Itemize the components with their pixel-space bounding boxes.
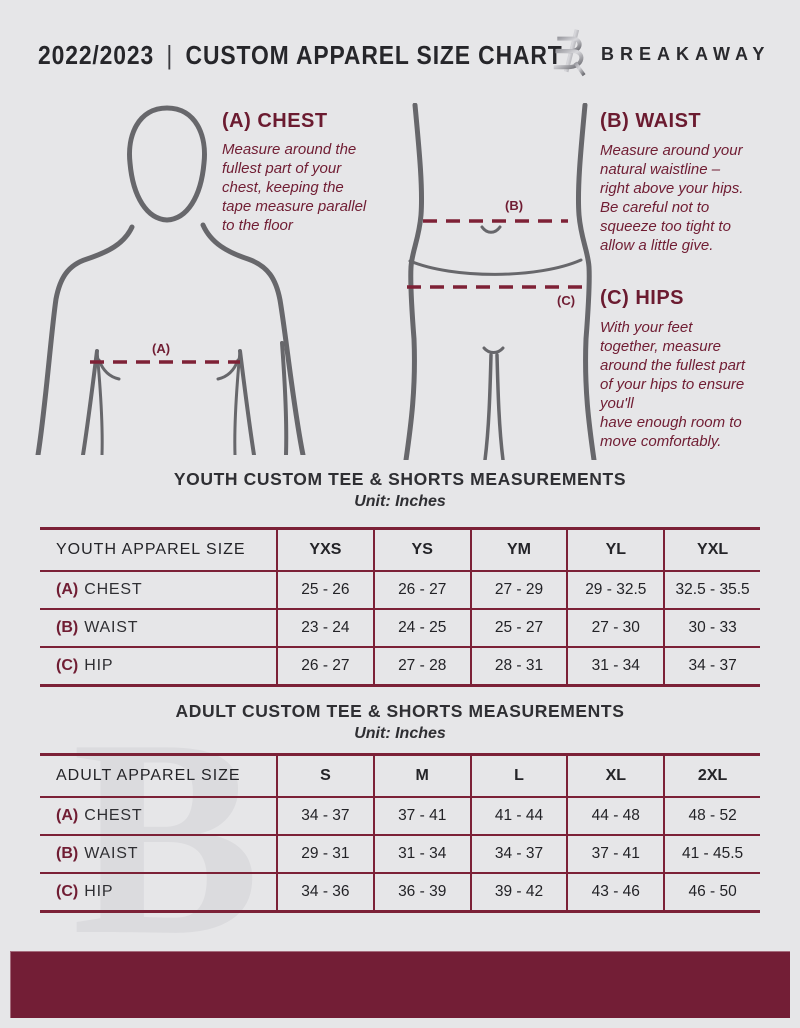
youth-header-ym: YM	[469, 530, 567, 570]
table-cell: 23 - 24	[276, 610, 373, 646]
youth-table-header-row: YOUTH APPAREL SIZE YXS YS YM YL YXL	[40, 530, 760, 570]
youth-waist-row: (B) WAIST 23 - 24 24 - 25 25 - 27 27 - 3…	[40, 608, 760, 646]
adult-chest-row-label: (A) CHEST	[40, 798, 276, 834]
chest-figure-illustration	[25, 103, 315, 460]
youth-header-yxl: YXL	[663, 530, 760, 570]
table-cell: 37 - 41	[372, 798, 470, 834]
waist-line-label: (B)	[505, 198, 524, 213]
youth-table-unit: Unit: Inches	[354, 493, 446, 510]
youth-header-size-label: YOUTH APPAREL SIZE	[56, 541, 246, 558]
table-cell: 28 - 31	[469, 648, 567, 684]
page-title: 2022/2023 | CUSTOM APPAREL SIZE CHART	[38, 40, 563, 71]
table-cell: 30 - 33	[663, 610, 760, 646]
table-cell: 44 - 48	[566, 798, 663, 834]
adult-header-m: M	[372, 756, 470, 796]
table-cell: 24 - 25	[372, 610, 470, 646]
table-cell: 27 - 30	[566, 610, 663, 646]
table-cell: 29 - 31	[276, 836, 373, 872]
table-cell: 27 - 29	[469, 572, 567, 608]
table-cell: 31 - 34	[372, 836, 470, 872]
table-cell: 26 - 27	[276, 648, 373, 684]
row-prefix: (A)	[56, 807, 79, 824]
adult-hip-row: (C) HIP 34 - 36 36 - 39 39 - 42 43 - 46 …	[40, 872, 760, 910]
brand-wordmark: BREAKAWAY	[601, 44, 771, 64]
adult-hip-row-label: (C) HIP	[40, 874, 276, 910]
table-cell: 29 - 32.5	[566, 572, 663, 608]
table-cell: 41 - 44	[469, 798, 567, 834]
row-prefix: (C)	[56, 657, 79, 674]
adult-chest-row: (A) CHEST 34 - 37 37 - 41 41 - 44 44 - 4…	[40, 796, 760, 834]
table-cell: 31 - 34	[566, 648, 663, 684]
youth-chest-row-label: (A) CHEST	[40, 572, 276, 608]
footer-accent-bar	[10, 951, 790, 1018]
waist-hips-figure-illustration	[398, 102, 603, 465]
row-label: WAIST	[84, 619, 139, 636]
chest-guide-description: Measure around the fullest part of your …	[222, 141, 367, 234]
hips-line-label: (C)	[557, 293, 576, 308]
table-cell: 34 - 37	[663, 648, 760, 684]
row-label: WAIST	[84, 845, 139, 862]
row-prefix: (C)	[56, 883, 79, 900]
page-title-separator: |	[166, 40, 174, 70]
table-cell: 26 - 27	[372, 572, 470, 608]
hips-guide-description: With your feet together, measure around …	[600, 319, 746, 450]
adult-size-table: ADULT APPAREL SIZE S M L XL 2XL (A) CHES…	[40, 753, 760, 913]
adult-waist-row: (B) WAIST 29 - 31 31 - 34 34 - 37 37 - 4…	[40, 834, 760, 872]
row-prefix: (A)	[56, 581, 79, 598]
table-cell: 27 - 28	[372, 648, 470, 684]
waist-guide-description: Measure around your natural waistline – …	[600, 142, 744, 254]
table-cell: 43 - 46	[566, 874, 663, 910]
row-prefix: (B)	[56, 619, 79, 636]
table-cell: 34 - 37	[469, 836, 567, 872]
row-label: CHEST	[84, 807, 143, 824]
page-title-year: 2022/2023	[38, 40, 155, 70]
youth-waist-row-label: (B) WAIST	[40, 610, 276, 646]
adult-header-2xl: 2XL	[663, 756, 760, 796]
table-cell: 36 - 39	[372, 874, 470, 910]
table-cell: 46 - 50	[663, 874, 760, 910]
adult-header-xl: XL	[566, 756, 663, 796]
adult-header-l: L	[469, 756, 567, 796]
youth-size-table: YOUTH APPAREL SIZE YXS YS YM YL YXL (A) …	[40, 527, 760, 687]
table-cell: 25 - 27	[469, 610, 567, 646]
chest-guide-heading: (A) CHEST	[222, 110, 328, 132]
adult-header-size-label: ADULT APPAREL SIZE	[56, 767, 241, 784]
breakaway-logo-icon	[543, 24, 593, 85]
table-cell: 32.5 - 35.5	[663, 572, 760, 608]
brand-watermark-letter: B	[72, 681, 261, 993]
adult-table-header-row: ADULT APPAREL SIZE S M L XL 2XL	[40, 756, 760, 796]
table-cell: 25 - 26	[276, 572, 373, 608]
row-label: HIP	[84, 657, 114, 674]
youth-chest-row: (A) CHEST 25 - 26 26 - 27 27 - 29 29 - 3…	[40, 570, 760, 608]
hips-guide-heading: (C) HIPS	[600, 287, 684, 309]
youth-hip-row: (C) HIP 26 - 27 27 - 28 28 - 31 31 - 34 …	[40, 646, 760, 684]
table-cell: 48 - 52	[663, 798, 760, 834]
youth-table-title: YOUTH CUSTOM TEE & SHORTS MEASUREMENTS	[173, 469, 627, 489]
table-cell: 34 - 36	[276, 874, 373, 910]
chest-line-label: (A)	[152, 341, 171, 356]
row-label: CHEST	[84, 581, 143, 598]
youth-header-ys: YS	[372, 530, 470, 570]
table-cell: 39 - 42	[469, 874, 567, 910]
waist-guide-heading: (B) WAIST	[600, 110, 702, 132]
adult-waist-row-label: (B) WAIST	[40, 836, 276, 872]
table-cell: 34 - 37	[276, 798, 373, 834]
row-label: HIP	[84, 883, 114, 900]
youth-header-yxs: YXS	[276, 530, 373, 570]
adult-table-unit: Unit: Inches	[354, 725, 446, 742]
youth-header-yl: YL	[566, 530, 663, 570]
row-prefix: (B)	[56, 845, 79, 862]
adult-table-title: ADULT CUSTOM TEE & SHORTS MEASUREMENTS	[175, 701, 625, 721]
table-cell: 41 - 45.5	[663, 836, 760, 872]
table-cell: 37 - 41	[566, 836, 663, 872]
page-title-main: CUSTOM APPAREL SIZE CHART	[185, 40, 563, 70]
youth-hip-row-label: (C) HIP	[40, 648, 276, 684]
adult-header-s: S	[276, 756, 373, 796]
